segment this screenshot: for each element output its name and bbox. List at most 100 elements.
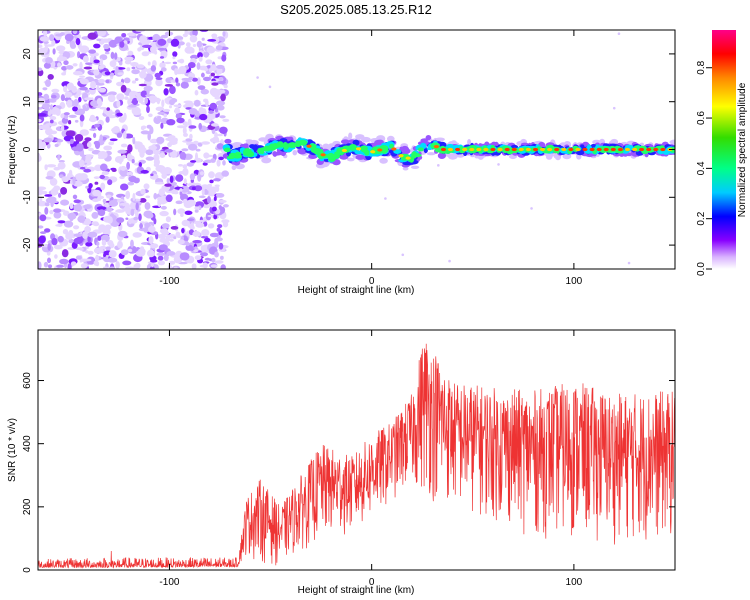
noise-blob [131, 66, 136, 70]
noise-blob [201, 141, 211, 145]
noise-blob [169, 175, 174, 183]
noise-blob [93, 59, 100, 64]
x-tick-label: -100 [159, 577, 179, 588]
noise-blob [201, 72, 205, 78]
y-tick-label: 20 [22, 48, 33, 60]
noise-blob [43, 30, 48, 37]
noise-blob [43, 137, 53, 143]
noise-blob [79, 78, 87, 82]
noise-blob [220, 255, 224, 260]
noise-blob [127, 50, 134, 56]
noise-blob [196, 62, 201, 70]
ridge-blob [347, 157, 355, 162]
ridge-blob [306, 139, 313, 144]
noise-blob [73, 237, 83, 245]
noise-blob [173, 104, 182, 108]
noise-blob [158, 188, 165, 197]
noise-blob [199, 219, 205, 223]
noise-blob [122, 131, 127, 140]
noise-blob [110, 51, 115, 60]
noise-blob [182, 164, 188, 169]
noise-blob [166, 119, 176, 126]
noise-blob [44, 207, 49, 215]
noise-blob [140, 188, 146, 195]
noise-blob [98, 87, 107, 93]
noise-blob [94, 181, 99, 185]
noise-blob [130, 239, 134, 248]
noise-blob [93, 260, 99, 266]
noise-blob [160, 201, 166, 205]
noise-blob [140, 130, 150, 135]
noise-blob [214, 260, 224, 264]
noise-blob [201, 235, 209, 239]
noise-blob [184, 80, 192, 83]
y-tick-label: 0 [22, 146, 33, 152]
scatter-dot [497, 163, 500, 166]
noise-blob [96, 85, 100, 91]
noise-blob [175, 200, 183, 205]
noise-blob [49, 34, 55, 42]
noise-blob [193, 220, 202, 225]
noise-blob [175, 77, 179, 83]
noise-blob [134, 144, 140, 150]
noise-blob [189, 133, 193, 140]
noise-blob [117, 149, 127, 154]
noise-blob [124, 96, 129, 100]
noise-blob [43, 261, 49, 268]
noise-blob [69, 40, 76, 49]
ridge-blob [244, 148, 252, 155]
noise-blob [195, 148, 201, 152]
noise-blob [209, 87, 219, 96]
noise-blob [45, 123, 55, 126]
noise-blob [73, 199, 81, 204]
ridge-blob [292, 150, 298, 156]
ridge-blob [405, 161, 416, 165]
noise-blob [175, 174, 184, 182]
noise-blob [67, 263, 72, 269]
noise-blob [142, 39, 152, 44]
noise-blob [192, 231, 201, 237]
noise-blob [212, 136, 219, 142]
noise-blob [38, 200, 47, 207]
noise-blob [206, 65, 212, 69]
noise-blob [155, 106, 165, 112]
noise-blob [147, 61, 151, 66]
noise-blob [177, 239, 185, 245]
ridge-peak [610, 147, 616, 152]
noise-blob [163, 113, 168, 118]
spectrogram-y-label: Frequency (Hz) [7, 116, 18, 185]
noise-blob [158, 244, 168, 251]
noise-blob [184, 46, 195, 54]
ridge-blob [374, 139, 384, 146]
noise-blob [126, 153, 133, 161]
noise-blob [178, 67, 182, 75]
noise-blob [99, 174, 105, 180]
noise-blob [180, 81, 189, 89]
noise-blob [189, 34, 198, 43]
noise-blob [185, 242, 190, 247]
noise-blob [143, 183, 150, 190]
ridge-blob [288, 142, 297, 149]
noise-blob [66, 99, 73, 108]
noise-blob [116, 93, 125, 101]
noise-blob [73, 98, 79, 107]
noise-blob [208, 258, 212, 262]
noise-blob [103, 145, 113, 151]
noise-blob [188, 76, 193, 81]
ridge-peak [525, 147, 532, 152]
noise-blob [49, 210, 54, 215]
ridge-blob [412, 154, 417, 159]
ridge-peak [589, 147, 595, 152]
noise-blob [96, 241, 100, 246]
noise-blob [62, 210, 70, 216]
noise-blob [173, 208, 177, 216]
noise-blob [172, 61, 178, 65]
noise-blob [116, 100, 121, 108]
ridge-peak [504, 147, 510, 152]
y-tick-label: -10 [22, 190, 33, 205]
noise-blob [82, 231, 89, 239]
noise-blob [85, 250, 89, 254]
x-tick-label: 100 [566, 577, 583, 588]
noise-blob [140, 144, 146, 153]
noise-blob [93, 132, 97, 138]
